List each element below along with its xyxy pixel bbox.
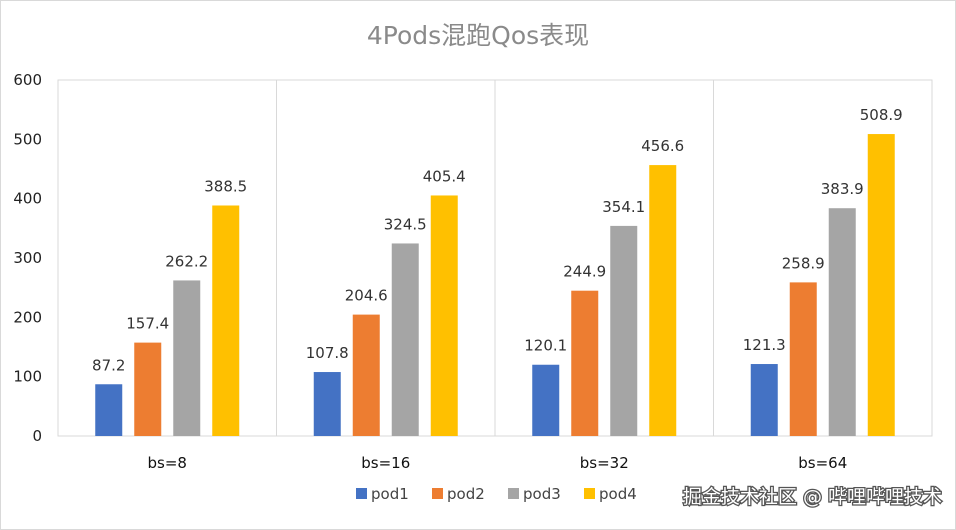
bar-pod1: [95, 384, 123, 436]
y-tick-label: 300: [13, 249, 42, 267]
bar-pod3: [173, 280, 201, 436]
x-tick-label: bs=16: [361, 454, 410, 472]
legend-swatch-pod2: [432, 488, 443, 499]
data-label: 107.8: [306, 344, 349, 362]
legend-label-pod3: pod3: [523, 485, 561, 503]
bar-pod2: [134, 342, 162, 436]
bar-pod3: [391, 243, 419, 436]
data-label: 258.9: [782, 254, 825, 272]
x-tick-label: bs=8: [148, 454, 187, 472]
x-axis: bs=8 bs=16 bs=32 bs=64: [148, 454, 848, 472]
data-label: 508.9: [860, 106, 903, 124]
bar-pod1: [313, 372, 341, 436]
data-label: 456.6: [641, 137, 684, 155]
bar-pod4: [212, 205, 240, 436]
data-label: 354.1: [602, 198, 645, 216]
y-tick-label: 0: [32, 427, 42, 445]
y-tick-label: 600: [13, 71, 42, 89]
bar-pod1: [750, 364, 778, 436]
bar-pod3: [828, 208, 856, 436]
bar-pod1: [532, 364, 560, 436]
bars: 87.2 107.8 120.1 121.3 157.4 204.6 244.9 258.9 2…: [92, 106, 903, 437]
bar-pod2: [352, 314, 380, 436]
y-tick-label: 200: [13, 308, 42, 326]
data-label: 121.3: [743, 336, 786, 354]
data-label: 204.6: [345, 287, 388, 305]
bar-pod4: [649, 165, 677, 437]
bar-pod3: [610, 225, 638, 436]
data-label: 405.4: [423, 167, 466, 185]
data-label: 383.9: [821, 180, 864, 198]
legend-swatch-pod3: [508, 488, 519, 499]
bar-pod2: [789, 282, 817, 436]
x-tick-label: bs=32: [580, 454, 629, 472]
plot-grid: [57, 79, 933, 437]
legend-swatch-pod1: [356, 488, 367, 499]
y-tick-label: 400: [13, 190, 42, 208]
data-label: 388.5: [204, 177, 247, 195]
bar-pod4: [430, 195, 458, 436]
bar-pod2: [571, 290, 599, 436]
y-tick-label: 500: [13, 130, 42, 148]
watermark: 掘金技术社区 @ 哔哩哔哩技术: [683, 486, 942, 508]
data-label: 120.1: [524, 337, 567, 355]
chart-title: 4Pods混跑Qos表现: [367, 21, 589, 50]
legend-swatch-pod4: [584, 488, 595, 499]
data-label: 157.4: [126, 315, 169, 333]
bar-pod4: [867, 134, 895, 436]
legend-label-pod4: pod4: [599, 485, 637, 503]
data-label: 244.9: [563, 263, 606, 281]
data-label: 262.2: [165, 252, 208, 270]
legend-label-pod2: pod2: [447, 485, 485, 503]
x-tick-label: bs=64: [798, 454, 847, 472]
legend: pod1 pod2 pod3 pod4: [356, 485, 637, 503]
data-label: 324.5: [384, 215, 427, 233]
y-axis: 0 100 200 300 400 500 600: [13, 71, 42, 445]
y-tick-label: 100: [13, 368, 42, 386]
data-label: 87.2: [92, 356, 125, 374]
legend-label-pod1: pod1: [371, 485, 409, 503]
